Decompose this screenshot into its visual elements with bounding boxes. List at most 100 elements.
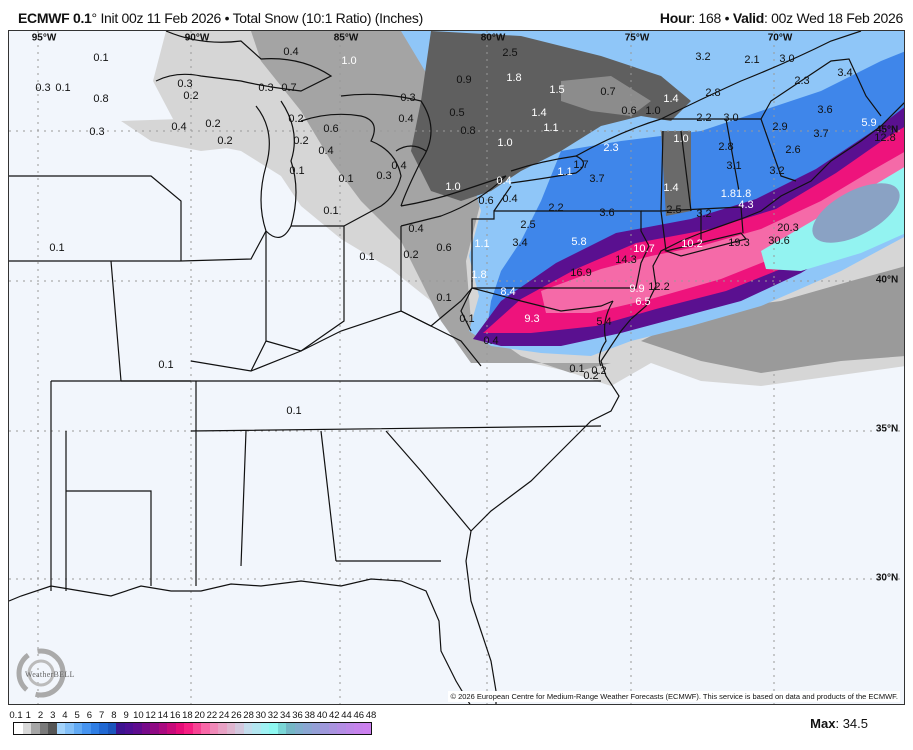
colorbar-segment bbox=[354, 723, 363, 734]
snow-total-label: 1.0 bbox=[341, 55, 357, 67]
max-number: : 34.5 bbox=[835, 716, 868, 731]
colorbar-segment bbox=[243, 723, 252, 734]
model-name: ECMWF 0.1 bbox=[18, 10, 92, 26]
snow-total-label: 1.1 bbox=[474, 238, 490, 250]
snow-total-label: 0.1 bbox=[569, 363, 585, 375]
snow-total-label: 0.4 bbox=[483, 335, 499, 347]
colorbar-segment bbox=[337, 723, 346, 734]
colorbar-tick-label: 7 bbox=[99, 710, 105, 721]
snow-total-label: 16.9 bbox=[570, 267, 592, 279]
snow-total-label: 0.1 bbox=[359, 251, 375, 263]
snow-total-label: 1.5 bbox=[549, 84, 565, 96]
hour-label: Hour bbox=[659, 10, 692, 26]
snow-total-label: 0.3 bbox=[89, 126, 105, 138]
colorbar-segment bbox=[218, 723, 227, 734]
lake-erie bbox=[400, 175, 507, 227]
colorbar-segment bbox=[235, 723, 244, 734]
snow-total-label: 3.6 bbox=[599, 207, 615, 219]
snow-total-label: 0.4 bbox=[283, 46, 299, 58]
latitude-label: 30°N bbox=[875, 572, 899, 584]
snow-total-label: 0.3 bbox=[400, 92, 416, 104]
colorbar-segment bbox=[345, 723, 354, 734]
shade-mid-gray-offshore bbox=[641, 266, 904, 373]
snow-total-label: 0.5 bbox=[449, 107, 465, 119]
snow-total-label: 0.1 bbox=[436, 292, 452, 304]
snow-total-label: 0.1 bbox=[55, 82, 71, 94]
boundaries bbox=[9, 31, 904, 704]
colorbar-segment bbox=[65, 723, 74, 734]
snow-total-label: 14.3 bbox=[615, 254, 637, 266]
snow-total-label: 1.7 bbox=[573, 159, 589, 171]
longitude-label: 75°W bbox=[624, 32, 650, 44]
product-name: Total Snow (10:1 Ratio) (Inches) bbox=[232, 10, 424, 26]
colorbar bbox=[13, 722, 372, 735]
snow-total-label: 1.8 bbox=[471, 269, 487, 281]
ky-tn bbox=[121, 310, 601, 382]
snow-total-label: 3.0 bbox=[723, 112, 739, 124]
snow-total-label: 2.9 bbox=[772, 121, 788, 133]
longitude-label: 85°W bbox=[333, 32, 359, 44]
colorbar-segment bbox=[124, 723, 133, 734]
snow-total-label: 0.3 bbox=[376, 170, 392, 182]
colorbar-tick-label: 28 bbox=[243, 710, 254, 721]
snow-total-label: 0.1 bbox=[158, 359, 174, 371]
colorbar-segment bbox=[226, 723, 235, 734]
colorbar-segment bbox=[22, 723, 31, 734]
il-in bbox=[250, 226, 345, 372]
snow-total-label: 5.9 bbox=[861, 117, 877, 129]
colorbar-segment bbox=[209, 723, 218, 734]
snow-total-label: 0.2 bbox=[205, 118, 221, 130]
snow-total-label: 1.4 bbox=[531, 107, 547, 119]
colorbar-segment bbox=[311, 723, 320, 734]
colorbar-tick-label: 12 bbox=[145, 710, 156, 721]
graticule bbox=[9, 31, 904, 704]
snow-total-label: 1.1 bbox=[557, 166, 573, 178]
colorbar-tick-label: 44 bbox=[341, 710, 352, 721]
snow-total-label: 1.0 bbox=[645, 105, 661, 117]
snow-total-label: 9.3 bbox=[524, 313, 540, 325]
snow-total-label: 3.2 bbox=[695, 51, 711, 63]
swirl-icon bbox=[16, 648, 66, 698]
snow-total-label: 2.5 bbox=[502, 47, 518, 59]
longitude-label: 95°W bbox=[31, 32, 57, 44]
weatherbell-logo: WeatherBELL bbox=[13, 646, 74, 698]
snow-total-label: 0.4 bbox=[398, 113, 414, 125]
hour-value: : 168 bbox=[691, 10, 722, 26]
colorbar-tick-label: 40 bbox=[316, 710, 328, 721]
snow-total-label: 5.8 bbox=[571, 236, 587, 248]
colorbar-tick-label: 1 bbox=[25, 710, 31, 721]
snow-total-label: 12.8 bbox=[874, 132, 896, 144]
colorbar-segment bbox=[31, 723, 40, 734]
snow-total-label: 2.1 bbox=[744, 54, 760, 66]
longitude-label: 90°W bbox=[184, 32, 210, 44]
snow-total-label: 0.1 bbox=[93, 52, 109, 64]
colorbar-tick-label: 30 bbox=[255, 710, 267, 721]
snow-total-label: 1.0 bbox=[497, 137, 513, 149]
snow-total-label: 0.7 bbox=[600, 86, 616, 98]
snow-total-label: 1.8 bbox=[506, 72, 522, 84]
shade-light-gray-wi bbox=[121, 119, 246, 151]
snow-total-label: 4.3 bbox=[738, 199, 754, 211]
snow-total-label: 0.2 bbox=[288, 113, 304, 125]
wi-mn-ia bbox=[9, 175, 267, 262]
colorbar-tick-label: 3 bbox=[50, 710, 56, 721]
snow-total-label: 3.2 bbox=[769, 165, 785, 177]
snow-total-label: 0.7 bbox=[281, 82, 297, 94]
colorbar-tick-label: 42 bbox=[328, 710, 340, 721]
colorbar-segment bbox=[269, 723, 278, 734]
snow-total-label: 1.0 bbox=[673, 133, 689, 145]
colorbar-tick-label: 4 bbox=[62, 710, 68, 721]
snow-total-label: 2.2 bbox=[696, 112, 712, 124]
snow-total-label: 2.3 bbox=[603, 142, 619, 154]
colorbar-tick-label: 20 bbox=[194, 710, 205, 721]
snow-total-label: 0.4 bbox=[502, 193, 518, 205]
lake-ontario bbox=[510, 155, 585, 184]
colorbar-tick-label: 32 bbox=[267, 710, 279, 721]
colorbar-segment bbox=[277, 723, 286, 734]
snow-total-label: 0.3 bbox=[35, 82, 51, 94]
md-va-border bbox=[460, 287, 614, 332]
colorbar-segment bbox=[116, 723, 125, 734]
snowfall-map: 0.1 0.3 0.1 0.8 0.3 0.4 0.2 0.2 0.4 0.3 0.7 0.3 0.2 1… bbox=[8, 30, 905, 705]
snow-total-label: 0.6 bbox=[436, 242, 452, 254]
colorbar-tick-label: 14 bbox=[157, 710, 169, 721]
